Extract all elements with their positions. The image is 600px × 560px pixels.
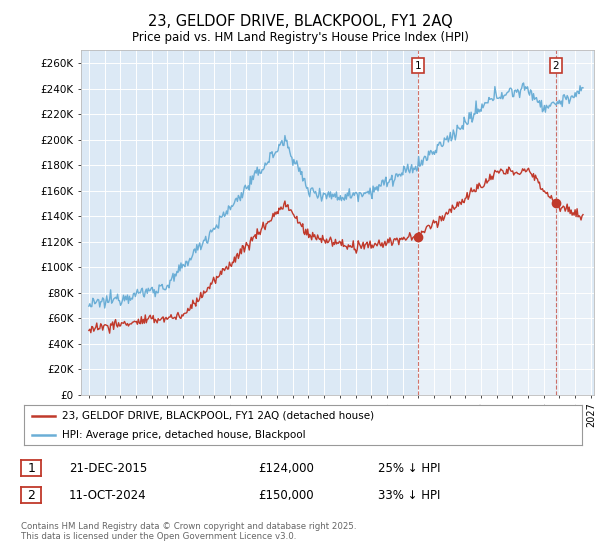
Text: 1: 1 xyxy=(415,60,421,71)
Text: 1: 1 xyxy=(27,461,35,475)
Text: Contains HM Land Registry data © Crown copyright and database right 2025.
This d: Contains HM Land Registry data © Crown c… xyxy=(21,522,356,542)
Text: 23, GELDOF DRIVE, BLACKPOOL, FY1 2AQ: 23, GELDOF DRIVE, BLACKPOOL, FY1 2AQ xyxy=(148,14,452,29)
Text: 21-DEC-2015: 21-DEC-2015 xyxy=(69,462,147,475)
Bar xyxy=(418,50,591,395)
Text: £124,000: £124,000 xyxy=(258,462,314,475)
Text: 2: 2 xyxy=(553,60,559,71)
Text: HPI: Average price, detached house, Blackpool: HPI: Average price, detached house, Blac… xyxy=(62,430,305,440)
Text: 2: 2 xyxy=(27,488,35,502)
Text: Price paid vs. HM Land Registry's House Price Index (HPI): Price paid vs. HM Land Registry's House … xyxy=(131,31,469,44)
Text: 23, GELDOF DRIVE, BLACKPOOL, FY1 2AQ (detached house): 23, GELDOF DRIVE, BLACKPOOL, FY1 2AQ (de… xyxy=(62,411,374,421)
Text: 25% ↓ HPI: 25% ↓ HPI xyxy=(378,462,440,475)
Text: £150,000: £150,000 xyxy=(258,489,314,502)
Text: 11-OCT-2024: 11-OCT-2024 xyxy=(69,489,146,502)
Text: 33% ↓ HPI: 33% ↓ HPI xyxy=(378,489,440,502)
